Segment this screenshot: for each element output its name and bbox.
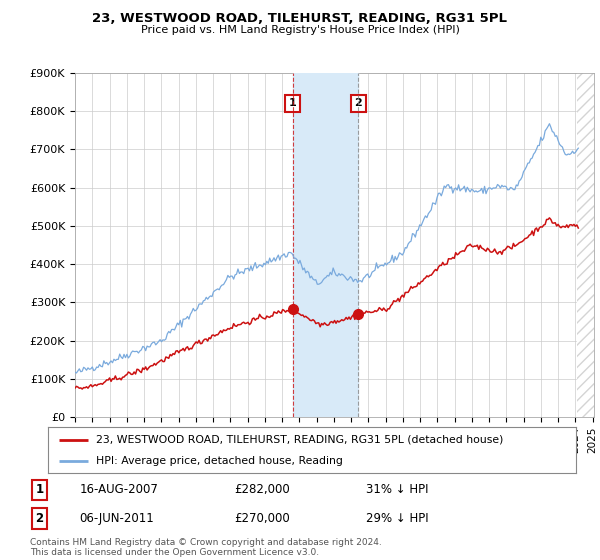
Text: HPI: Average price, detached house, Reading: HPI: Average price, detached house, Read… — [95, 456, 343, 466]
Text: 1: 1 — [289, 99, 297, 109]
Text: 29% ↓ HPI: 29% ↓ HPI — [366, 512, 429, 525]
Text: 06-JUN-2011: 06-JUN-2011 — [79, 512, 154, 525]
Text: 16-AUG-2007: 16-AUG-2007 — [79, 483, 158, 496]
Bar — [577, 73, 600, 417]
Text: 31% ↓ HPI: 31% ↓ HPI — [366, 483, 429, 496]
Text: 2: 2 — [355, 99, 362, 109]
Text: Price paid vs. HM Land Registry's House Price Index (HPI): Price paid vs. HM Land Registry's House … — [140, 25, 460, 35]
Text: £282,000: £282,000 — [234, 483, 290, 496]
Text: Contains HM Land Registry data © Crown copyright and database right 2024.
This d: Contains HM Land Registry data © Crown c… — [30, 538, 382, 557]
Bar — [293, 73, 358, 417]
Bar — [577, 73, 600, 417]
Text: 2: 2 — [35, 512, 44, 525]
Text: £270,000: £270,000 — [234, 512, 290, 525]
Text: 23, WESTWOOD ROAD, TILEHURST, READING, RG31 5PL: 23, WESTWOOD ROAD, TILEHURST, READING, R… — [92, 12, 508, 25]
Text: 1: 1 — [35, 483, 44, 496]
Text: 23, WESTWOOD ROAD, TILEHURST, READING, RG31 5PL (detached house): 23, WESTWOOD ROAD, TILEHURST, READING, R… — [95, 435, 503, 445]
